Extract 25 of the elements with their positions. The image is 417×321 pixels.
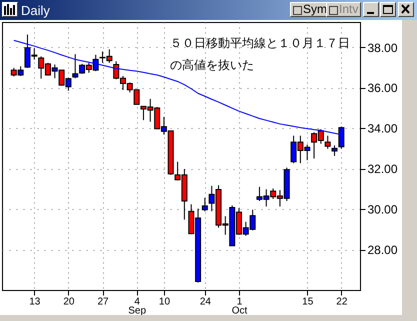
x-tick-label: 1	[236, 296, 243, 308]
x-tick-label: 20	[63, 296, 75, 308]
text: Sym	[303, 2, 327, 16]
y-tick-label: 30.00	[368, 202, 398, 217]
x-tick-label: 22	[336, 296, 348, 308]
annotation: ５０日移動平均線と１０月１７日	[170, 36, 350, 50]
chart-title: Daily	[21, 3, 50, 18]
text: Intv	[339, 2, 358, 16]
y-tick-label: 28.00	[368, 243, 398, 258]
x-tick-label: 10	[158, 296, 170, 308]
annotation: の高値を抜いた	[170, 58, 254, 72]
candlestick	[202, 197, 208, 212]
x-tick-label: 27	[97, 296, 110, 308]
x-tick-label: 4	[134, 296, 140, 308]
x-tick-label: 15	[302, 296, 314, 308]
x-tick-label: 24	[200, 296, 212, 308]
y-tick-label: 32.00	[368, 162, 398, 176]
y-tick-label: 38.00	[368, 40, 398, 55]
candlestick	[72, 54, 78, 79]
text: Oct	[232, 306, 248, 316]
y-tick-label: 34.00	[368, 122, 398, 136]
y-tick-label: 36.00	[368, 81, 398, 96]
candlestick	[324, 135, 331, 150]
x-tick-label: 13	[29, 296, 41, 308]
candlestick	[332, 144, 338, 156]
